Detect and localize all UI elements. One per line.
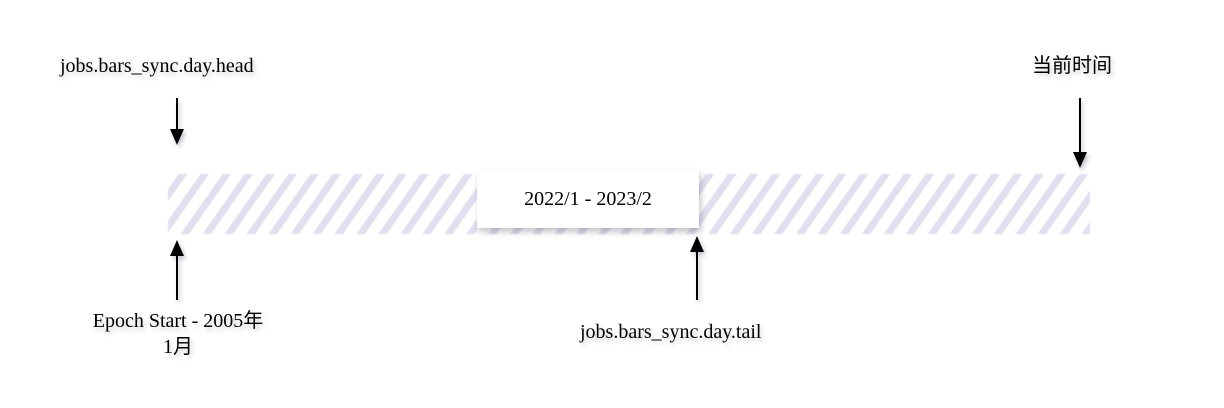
tail-label: jobs.bars_sync.day.tail (580, 321, 762, 343)
tail-arrow (690, 236, 704, 300)
range-label: 2022/1 - 2023/2 (524, 187, 652, 210)
head-arrow (170, 98, 184, 145)
current-time-arrow (1073, 98, 1087, 168)
range-box: 2022/1 - 2023/2 (477, 170, 699, 228)
epoch-start-label: Epoch Start - 2005年1月 (92, 310, 264, 358)
head-label: jobs.bars_sync.day.head (60, 55, 254, 77)
epoch-start-arrow (170, 240, 184, 300)
current-time-label: 当前时间 (1032, 53, 1112, 77)
